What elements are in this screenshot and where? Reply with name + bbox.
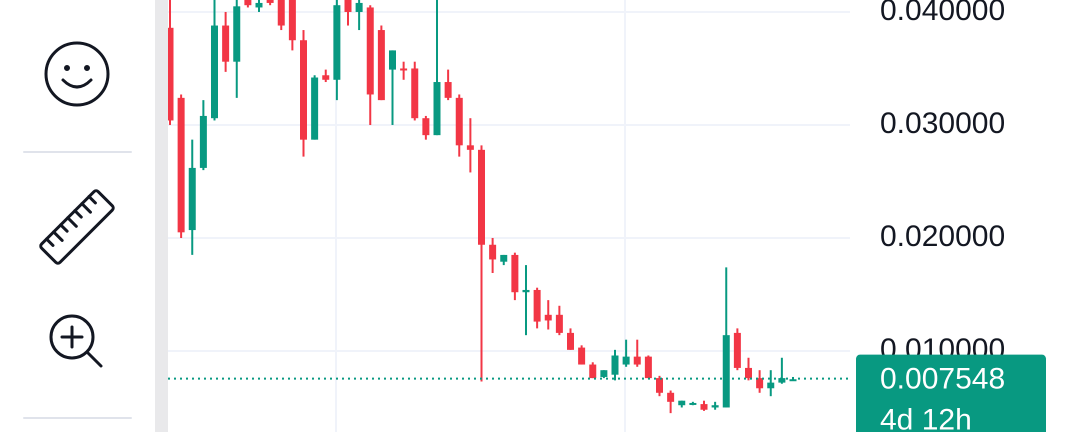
candle-body: [489, 244, 497, 260]
emoji-button[interactable]: [44, 41, 110, 107]
candle-body: [522, 289, 530, 293]
candle-body: [188, 167, 196, 231]
candle-body: [789, 379, 797, 382]
candle-body: [233, 6, 241, 62]
candle-body: [611, 355, 619, 375]
candle-body: [644, 356, 652, 379]
candle-body: [656, 378, 663, 393]
candle-body: [589, 364, 597, 379]
candle-body: [344, 0, 352, 12]
candle-body: [578, 347, 586, 365]
candle-body: [622, 356, 630, 365]
candle-body: [555, 314, 563, 333]
candle-body: [377, 30, 385, 101]
candle-body: [711, 405, 719, 408]
zoom-button[interactable]: [49, 314, 103, 368]
candle-body: [322, 75, 330, 80]
candle-body: [411, 68, 419, 119]
candle-body: [455, 97, 463, 146]
candle-body: [277, 0, 285, 26]
y-tick-label: 0.040000: [880, 0, 1005, 27]
candle-body: [756, 378, 764, 389]
candle-body: [444, 82, 452, 98]
price-tag: [856, 354, 1046, 432]
candle-body: [511, 254, 519, 293]
candle-body: [600, 370, 608, 377]
toolbar: [23, 41, 132, 419]
candle-body: [311, 77, 319, 140]
candle-body: [667, 392, 675, 402]
candle-body: [333, 5, 341, 80]
candle-body: [689, 402, 697, 405]
candle-body: [300, 40, 307, 140]
candle-body: [567, 332, 574, 350]
candle-body: [745, 367, 752, 379]
candle-body: [211, 25, 218, 119]
candle-body: [355, 2, 363, 12]
candle-body: [400, 68, 408, 71]
candle-body: [222, 25, 230, 62]
candle-body: [700, 404, 708, 410]
candle-body: [633, 356, 641, 365]
candle-body: [266, 0, 274, 3]
candle-body: [478, 149, 485, 245]
candle-body: [767, 382, 775, 389]
candle-body: [433, 82, 441, 136]
candle-body: [177, 97, 185, 233]
candle-body: [500, 254, 508, 262]
candle-body: [422, 118, 430, 136]
candle-body: [288, 0, 296, 41]
candle-body: [678, 400, 686, 406]
candle-body: [244, 0, 252, 6]
y-tick-label: 0.030000: [880, 107, 1005, 140]
candle-body: [778, 378, 786, 383]
candle-body: [366, 7, 374, 95]
candle-body: [389, 50, 396, 70]
measure-button[interactable]: [39, 189, 115, 265]
y-tick-label: 0.020000: [880, 220, 1005, 253]
candle-body: [168, 27, 174, 121]
candle-body: [199, 115, 207, 168]
candle-body: [255, 2, 263, 8]
candle-body: [544, 314, 552, 321]
candle-body: [533, 289, 541, 322]
scroll-strip: [155, 0, 168, 432]
candle-body: [722, 335, 730, 408]
countdown-label: 4d 12h: [880, 404, 972, 432]
candle-body: [466, 145, 474, 150]
candle-body: [733, 332, 741, 368]
price-tag-label: 0.007548: [880, 363, 1005, 396]
